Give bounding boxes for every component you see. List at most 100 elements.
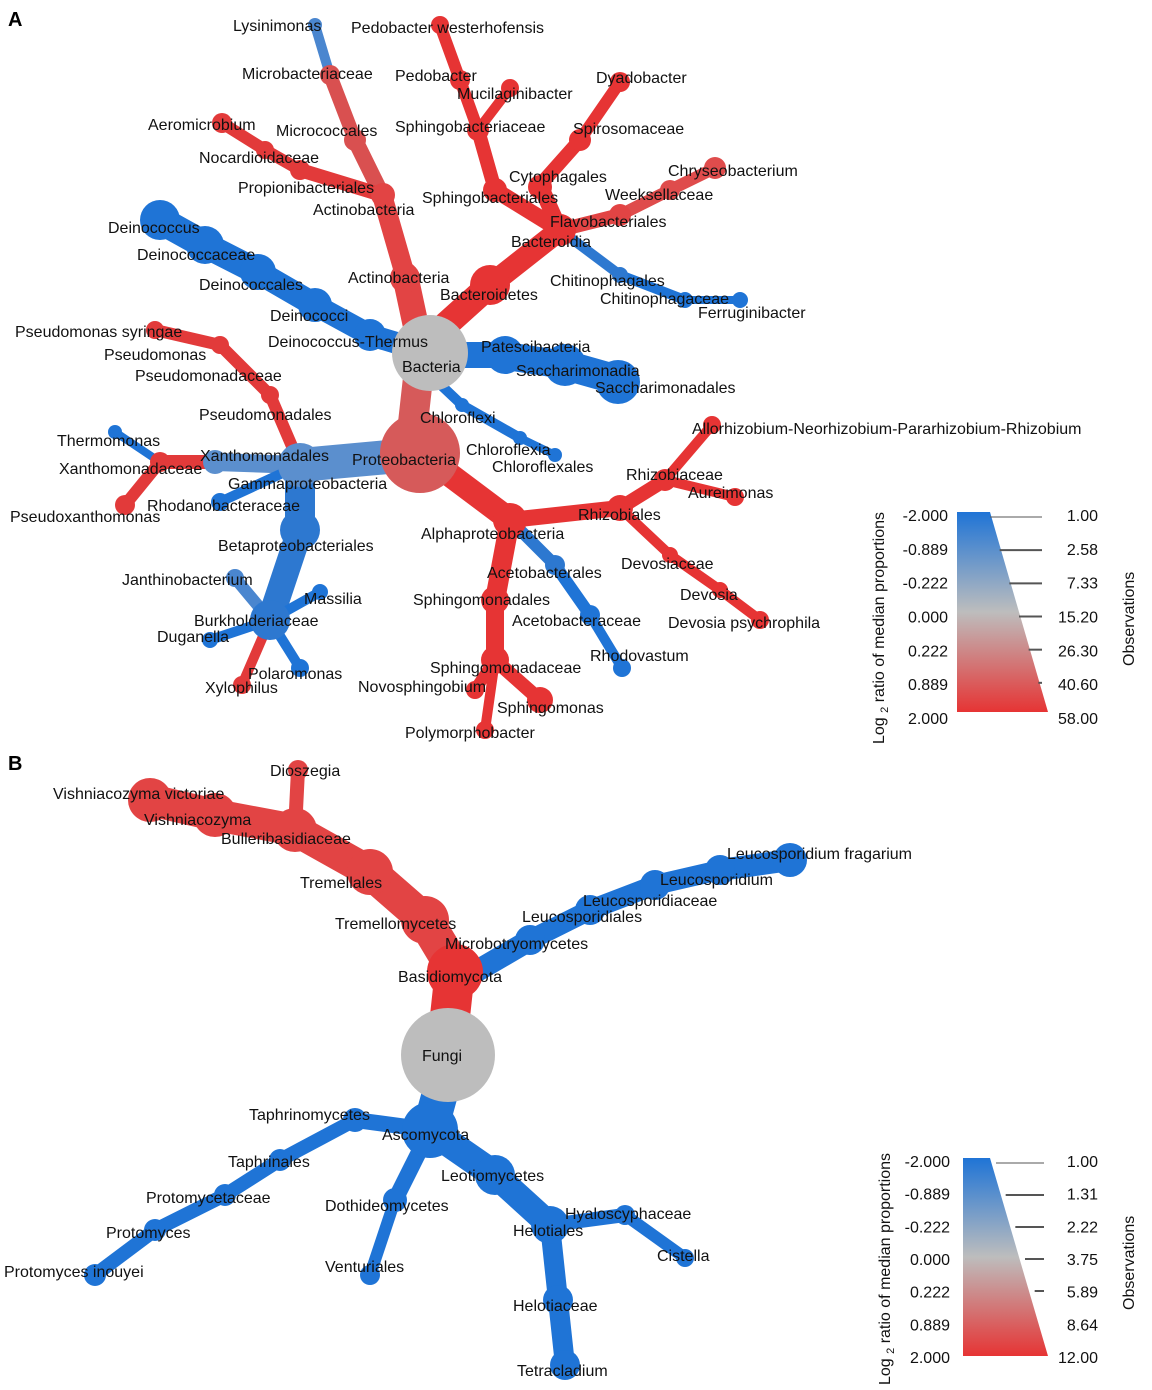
edge-cistella <box>619 1209 691 1264</box>
label-bulleribasidiaceae: Bulleribasidiaceae <box>221 831 351 848</box>
label-deinococcus: Deinococcus <box>108 220 200 237</box>
legend-b-color-tick-5: 0.889 <box>910 1317 950 1334</box>
node-actinobacteria-class <box>371 183 395 207</box>
node-polymorphobacter <box>476 721 494 739</box>
legend-a-size-tick-2: 7.33 <box>1067 576 1098 593</box>
node-helotiales <box>531 1206 569 1244</box>
label-leucosporidium: Leucosporidium <box>660 872 773 889</box>
node-bacteroidia <box>544 214 576 246</box>
node-bacteria-root <box>392 315 468 391</box>
edge-devosia <box>665 550 725 595</box>
node-devosiaceae <box>662 547 678 563</box>
legend-a-color-tick-3: 0.000 <box>908 610 948 627</box>
node-janthinobacterium <box>226 569 244 587</box>
node-sphingobacteriaceae <box>467 119 489 141</box>
node-vishniacozyma <box>193 793 237 837</box>
node-chloroflexales <box>548 448 562 462</box>
label-thermomonas: Thermomonas <box>57 433 160 450</box>
label-pseudoxanthomonas: Pseudoxanthomonas <box>10 509 160 526</box>
label-aureimonas: Aureimonas <box>688 485 773 502</box>
node-pseudomonadales <box>261 386 279 404</box>
node-patescibacteria <box>486 336 524 374</box>
node-tetracladium <box>550 1350 580 1380</box>
label-sphingomonadales: Sphingomonadales <box>413 592 550 609</box>
node-deinococcus <box>140 200 180 240</box>
node-propionibacteriales <box>290 160 310 180</box>
label-protomyces-inouyei: Protomyces inouyei <box>4 1264 144 1281</box>
node-chryseobacterium <box>704 157 726 179</box>
legend-b-color-tick-3: 0.000 <box>910 1252 950 1269</box>
label-leucosporidiaceae: Leucosporidiaceae <box>583 893 717 910</box>
node-leucosporidiaceae <box>640 870 670 900</box>
label-aeromicrobium: Aeromicrobium <box>148 117 256 134</box>
label-pedobacter: Pedobacter <box>395 68 478 85</box>
label-protomycetaceae: Protomycetaceae <box>146 1190 271 1207</box>
label-fungi-root: Fungi <box>422 1048 462 1065</box>
label-lysinimonas: Lysinimonas <box>233 18 321 35</box>
legend-a-color-tick-1: -0.889 <box>903 542 948 559</box>
node-duganella <box>202 632 218 648</box>
edge-protomyces <box>148 1188 232 1237</box>
node-sphingomonas <box>527 687 553 713</box>
label-chloroflexia: Chloroflexia <box>466 442 551 459</box>
edge-acetobacteraceae <box>549 559 596 621</box>
legend-a-color-wedge <box>957 512 1048 712</box>
node-chloroflexi <box>455 398 469 412</box>
label-rhizobiales: Rhizobiales <box>578 507 661 524</box>
node-acetobacteraceae <box>580 605 600 625</box>
edge-aureimonas <box>660 475 740 502</box>
label-propionibacteriales: Propionibacteriales <box>238 180 374 197</box>
node-deinococcus-thermus <box>354 319 386 351</box>
label-deinococcaceae: Deinococcaceae <box>137 247 255 264</box>
node-xanthomonadaceae <box>150 452 170 472</box>
label-ascomycota: Ascomycota <box>382 1127 469 1144</box>
legend-a-color-tick-6: 2.000 <box>908 711 948 728</box>
label-betaproteobacteriales: Betaproteobacteriales <box>218 538 374 555</box>
label-alphaproteobacteria: Alphaproteobacteria <box>421 526 564 543</box>
node-bacteroidetes <box>470 265 510 305</box>
node-microbotryomycetes <box>515 925 545 955</box>
edge-propionibacteriales <box>293 163 389 202</box>
node-ferruginibacter <box>732 292 748 308</box>
label-xylophilus: Xylophilus <box>205 680 278 697</box>
label-mucilaginibacter: Mucilaginibacter <box>457 86 573 103</box>
node-novosphingobium <box>466 681 484 699</box>
legend-b-size-title: Observations <box>1121 1216 1138 1310</box>
node-xylophilus <box>233 676 251 694</box>
legend-a-size-tick-0: 1.00 <box>1067 508 1098 525</box>
node-chitinophagaceae <box>677 292 693 308</box>
node-bulleribasidiaceae <box>273 808 317 852</box>
node-microbacteriaceae <box>320 65 340 85</box>
bacteria-tree-labels: Lysinimonas Pedobacter westerhofensis Mi… <box>10 18 1081 742</box>
node-proteobacteria <box>380 413 460 493</box>
label-actinobacteria-class: Actinobacteria <box>313 202 414 219</box>
node-deinococcales <box>240 254 276 290</box>
node-sphingomonadales <box>481 586 509 614</box>
label-chitinophagales: Chitinophagales <box>550 273 665 290</box>
legend-panel-b: Log 2 ratio of median proportions Observ… <box>877 1153 1138 1385</box>
label-deinococcus-thermus: Deinococcus-Thermus <box>268 334 428 351</box>
legend-a-size-tick-3: 15.20 <box>1058 610 1098 627</box>
edge-dyadobacter <box>574 76 626 146</box>
label-tremellales: Tremellales <box>300 875 382 892</box>
legend-b-color-tick-1: -0.889 <box>905 1187 950 1204</box>
label-devosia: Devosia <box>680 587 738 604</box>
node-betaproteobacteriales <box>280 510 320 550</box>
label-tetracladium: Tetracladium <box>517 1363 608 1380</box>
label-leucosporidium-fragarium: Leucosporidium fragarium <box>727 846 912 863</box>
label-leotiomycetes: Leotiomycetes <box>441 1168 544 1185</box>
label-acetobacteraceae: Acetobacteraceae <box>512 613 641 630</box>
edge-chitinophagaceae <box>615 270 690 305</box>
label-cytophagales: Cytophagales <box>509 169 607 186</box>
label-rhodovastum: Rhodovastum <box>590 648 689 665</box>
panel-a-letter: A <box>8 9 22 31</box>
node-cytophagales <box>528 175 552 199</box>
node-leucosporidium-fragarium <box>773 843 807 877</box>
label-nocardioidaceae: Nocardioidaceae <box>199 150 319 167</box>
edge-rhodovastum <box>585 610 627 673</box>
legend-a-size-title: Observations <box>1121 572 1138 666</box>
legend-b-size-tick-6: 12.00 <box>1058 1350 1098 1367</box>
node-venturiales <box>360 1265 380 1285</box>
legend-a-color-tick-0: -2.000 <box>903 508 948 525</box>
